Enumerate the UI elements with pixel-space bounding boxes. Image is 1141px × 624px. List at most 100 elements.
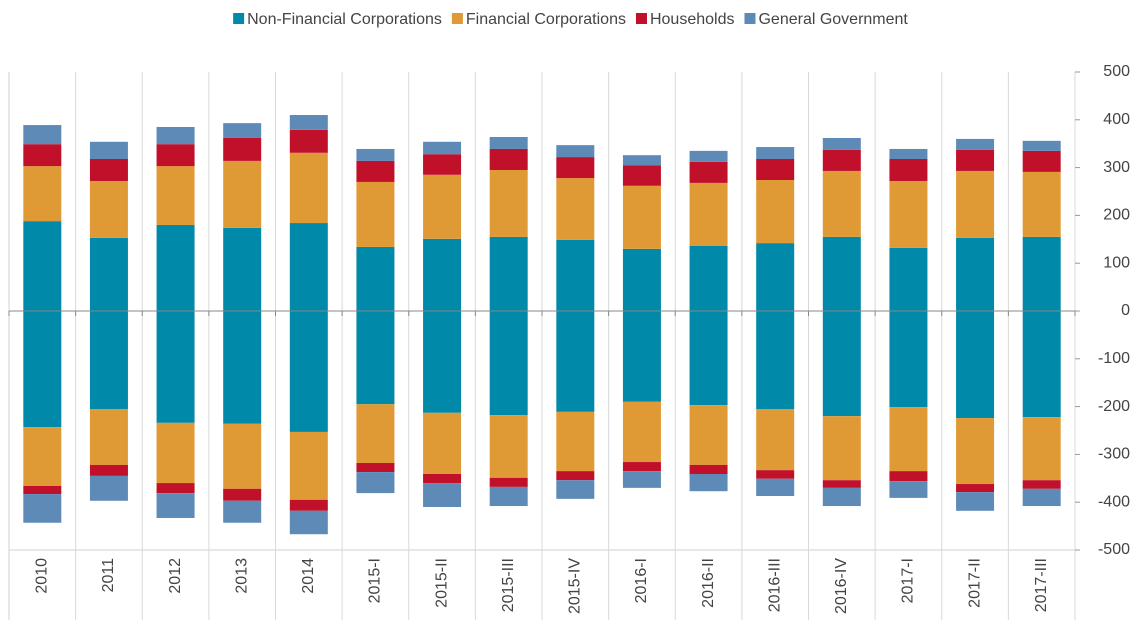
bar-segment	[889, 407, 928, 472]
bar-segment	[556, 480, 595, 499]
bar-segment	[956, 418, 995, 485]
bar-segment	[289, 223, 328, 311]
bar-segment	[356, 311, 395, 405]
bar-segment	[289, 431, 328, 500]
bar-segment	[1022, 488, 1061, 507]
bar-segment	[356, 181, 395, 247]
bar-segment	[822, 236, 861, 311]
bar-segment	[889, 311, 928, 408]
bar-segment	[223, 227, 262, 311]
bar-segment	[556, 145, 595, 158]
bar-segment	[622, 462, 661, 472]
bar-segment	[89, 408, 128, 465]
bar-segment	[689, 150, 728, 162]
bar-segment	[889, 481, 928, 498]
bar-segment	[223, 123, 262, 138]
y-tick-label: -400	[1098, 493, 1130, 510]
x-tick-label: 2013	[233, 558, 250, 594]
bar-segment	[756, 243, 795, 311]
bar-segment	[23, 144, 62, 167]
bar-segment	[822, 149, 861, 171]
bar-segment	[489, 169, 528, 237]
bar-segment	[1022, 311, 1061, 418]
bar-segment	[223, 160, 262, 228]
y-tick-label: 500	[1103, 63, 1130, 80]
bar-segment	[889, 247, 928, 311]
bar-segment	[356, 246, 395, 311]
bar-segment	[822, 487, 861, 507]
x-tick-label: 2017-II	[966, 558, 983, 608]
bar-segment	[89, 158, 128, 181]
bar-segment	[356, 463, 395, 473]
bar-segment	[622, 471, 661, 488]
bar-segment	[689, 245, 728, 311]
x-tick-label: 2014	[300, 558, 317, 594]
bar-segment	[423, 311, 462, 413]
x-tick-label: 2010	[34, 558, 51, 594]
bar-segment	[489, 486, 528, 507]
bar-segment	[23, 221, 62, 311]
bar-segment	[756, 180, 795, 244]
bar-segment	[356, 472, 395, 494]
bar-segment	[689, 161, 728, 183]
y-tick-label: -500	[1098, 541, 1130, 558]
bar-segment	[223, 423, 262, 489]
bar-segment	[423, 473, 462, 484]
bar-segment	[756, 311, 795, 409]
x-tick-label: 2011	[100, 558, 117, 593]
bar-segment	[156, 126, 195, 145]
bar-segment	[23, 494, 62, 523]
bar-segment	[622, 311, 661, 402]
x-tick-label: 2015-IV	[567, 558, 584, 614]
y-tick-label: -100	[1098, 350, 1130, 367]
bar-segment	[556, 411, 595, 472]
bar-segment	[689, 405, 728, 465]
bar-segment	[556, 471, 595, 481]
bar-segment	[156, 166, 195, 225]
bar-segment	[822, 416, 861, 481]
bar-segment	[1022, 480, 1061, 489]
bar-segment	[756, 470, 795, 479]
y-tick-label: 400	[1103, 111, 1130, 128]
x-tick-label: 2015-III	[500, 558, 517, 612]
y-tick-label: -200	[1098, 398, 1130, 415]
bar-segment	[89, 237, 128, 311]
bar-segment	[89, 180, 128, 238]
bar-segment	[1022, 140, 1061, 151]
bar-segment	[1022, 236, 1061, 311]
x-tick-label: 2016-III	[766, 558, 783, 612]
x-tick-label: 2017-I	[900, 558, 917, 603]
bar-segment	[956, 484, 995, 493]
bar-segment	[156, 144, 195, 167]
bar-segment	[289, 115, 328, 130]
bar-segment	[556, 178, 595, 240]
bar-segment	[489, 477, 528, 487]
bar-segment	[89, 475, 128, 501]
bar-segment	[89, 311, 128, 409]
bar-segment	[1022, 417, 1061, 481]
x-tick-label: 2015-II	[433, 558, 450, 608]
bar-segment	[23, 427, 62, 486]
bar-segment	[489, 148, 528, 170]
bar-segment	[1022, 171, 1061, 237]
bar-segment	[822, 170, 861, 237]
bar-segment	[156, 493, 195, 518]
bar-segment	[423, 412, 462, 474]
bar-segment	[223, 137, 262, 161]
bar-segment	[289, 152, 328, 224]
legend-label: General Government	[758, 11, 908, 28]
y-tick-label: 100	[1103, 254, 1130, 271]
bar-segment	[423, 238, 462, 311]
bar-segment	[156, 483, 195, 494]
bar-segment	[822, 137, 861, 150]
bar-segment	[356, 404, 395, 464]
x-tick-label: 2016-I	[633, 558, 650, 603]
bar-segment	[289, 311, 328, 432]
bar-segment	[423, 483, 462, 507]
legend-swatch	[744, 13, 756, 24]
bar-segment	[622, 248, 661, 311]
bar-segment	[223, 488, 262, 501]
bar-segment	[89, 141, 128, 159]
bar-segment	[223, 311, 262, 424]
bar-segment	[956, 311, 995, 419]
